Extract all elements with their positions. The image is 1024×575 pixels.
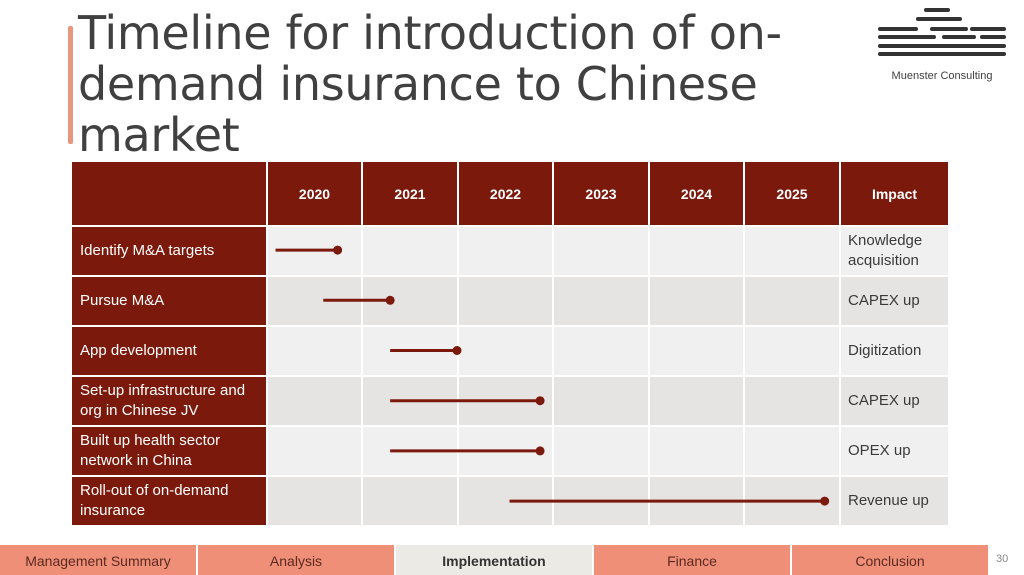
section-nav: Management Summary Analysis Implementati… bbox=[0, 545, 990, 575]
company-logo: Muenster Consulting bbox=[874, 4, 1010, 84]
nav-tab-conclusion[interactable]: Conclusion bbox=[792, 545, 990, 575]
header-year: 2024 bbox=[648, 160, 745, 227]
task-label: Pursue M&A bbox=[70, 275, 268, 327]
logo-text: Muenster Consulting bbox=[891, 70, 993, 82]
task-label: Built up health sector network in China bbox=[70, 425, 268, 477]
task-label: Roll-out of on-demand insurance bbox=[70, 475, 268, 527]
impact-label: Knowledge acquisition bbox=[839, 225, 950, 277]
nav-tab-finance[interactable]: Finance bbox=[594, 545, 792, 575]
table-row: Built up health sector network in China … bbox=[70, 425, 950, 477]
timeline-table: 2020 2021 2022 2023 2024 2025 Impact Ide… bbox=[70, 160, 950, 527]
impact-label: CAPEX up bbox=[839, 375, 950, 427]
header-impact: Impact bbox=[839, 160, 950, 227]
header-year: 2022 bbox=[457, 160, 554, 227]
header-year: 2020 bbox=[266, 160, 363, 227]
page-title: Timeline for introduction of on-demand i… bbox=[78, 6, 782, 162]
header-year: 2023 bbox=[552, 160, 650, 227]
header-row: 2020 2021 2022 2023 2024 2025 Impact bbox=[70, 160, 950, 227]
header-corner bbox=[70, 160, 268, 227]
impact-label: OPEX up bbox=[839, 425, 950, 477]
task-label: Identify M&A targets bbox=[70, 225, 268, 277]
page-number: 30 bbox=[996, 553, 1009, 565]
nav-tab-analysis[interactable]: Analysis bbox=[198, 545, 396, 575]
task-label: App development bbox=[70, 325, 268, 377]
impact-label: Digitization bbox=[839, 325, 950, 377]
table-row: App development Digitization bbox=[70, 325, 950, 377]
table-row: Identify M&A targets Knowledge acquisiti… bbox=[70, 225, 950, 277]
logo-lines-icon bbox=[878, 8, 1006, 56]
header-year: 2025 bbox=[743, 160, 841, 227]
impact-label: Revenue up bbox=[839, 475, 950, 527]
nav-tab-management-summary[interactable]: Management Summary bbox=[0, 545, 198, 575]
table-row: Roll-out of on-demand insurance Revenue … bbox=[70, 475, 950, 527]
header-year: 2021 bbox=[361, 160, 459, 227]
title-accent-bar bbox=[68, 26, 73, 144]
table-row: Pursue M&A CAPEX up bbox=[70, 275, 950, 327]
table-row: Set-up infrastructure and org in Chinese… bbox=[70, 375, 950, 427]
nav-tab-implementation[interactable]: Implementation bbox=[396, 545, 594, 575]
task-label: Set-up infrastructure and org in Chinese… bbox=[70, 375, 268, 427]
impact-label: CAPEX up bbox=[839, 275, 950, 327]
